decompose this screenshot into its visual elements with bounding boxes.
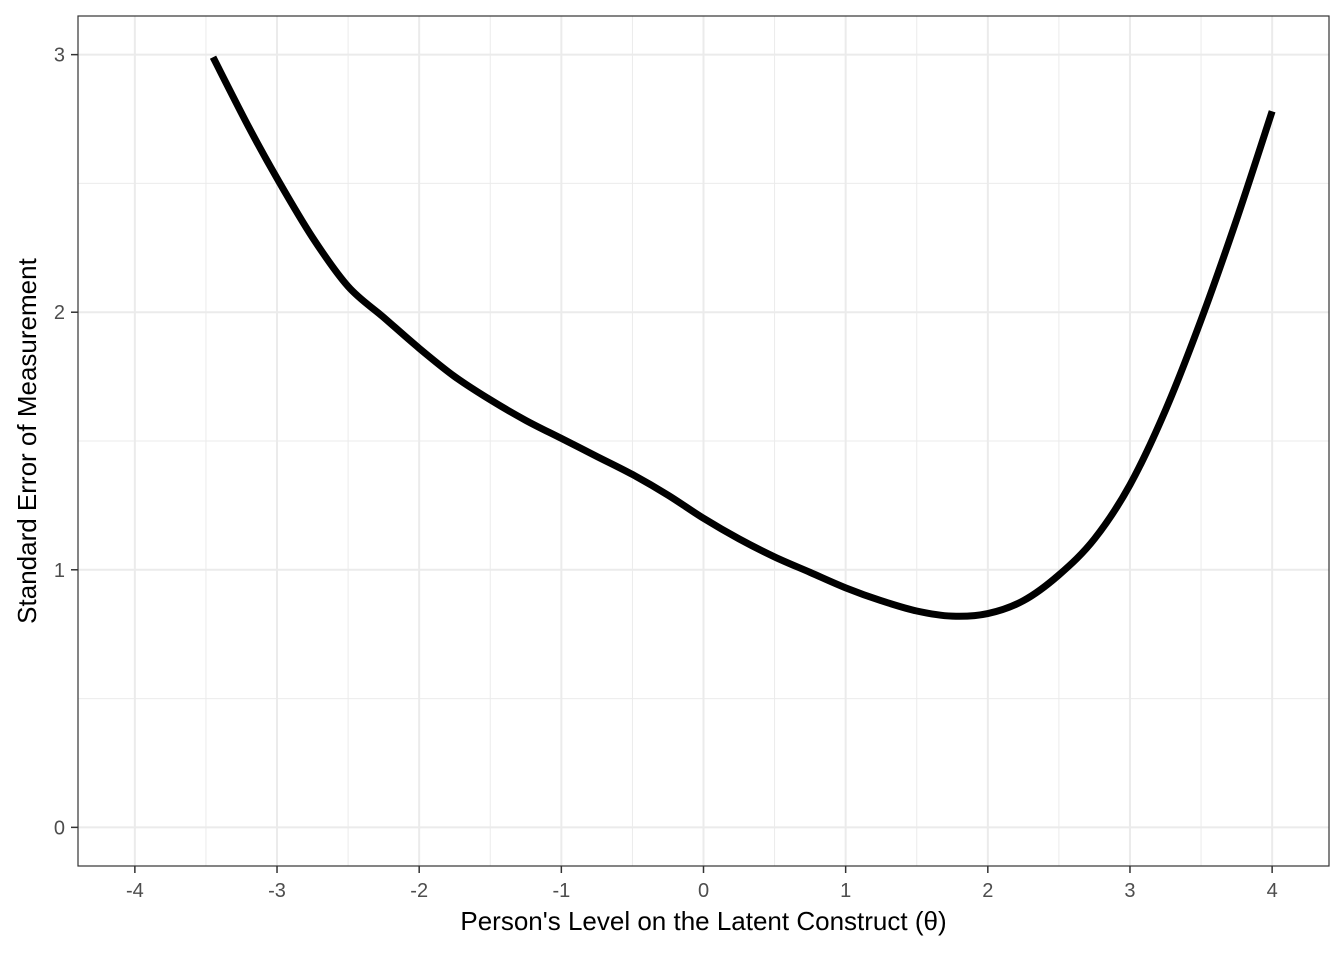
y-tick-label: 0: [54, 817, 65, 839]
major-gridlines: [78, 16, 1329, 866]
x-tick-label: 1: [840, 880, 851, 902]
x-tick-label: 0: [698, 880, 709, 902]
series-layer: [209, 55, 1276, 620]
sem-curve: [209, 55, 1276, 620]
x-tick-label: 2: [982, 880, 993, 902]
x-tick-label: -2: [410, 880, 428, 902]
x-tick-label: -3: [268, 880, 286, 902]
x-tick-label: 4: [1267, 880, 1278, 902]
x-tick-label: 3: [1124, 880, 1135, 902]
y-tick-label: 3: [54, 45, 65, 67]
y-axis: 0 1 2 3: [54, 45, 78, 839]
y-axis-title: Standard Error of Measurement: [12, 257, 42, 623]
x-axis: -4 -3 -2 -1 0 1 2 3 4: [126, 866, 1278, 902]
x-tick-label: -4: [126, 880, 144, 902]
x-tick-label: -1: [552, 880, 570, 902]
y-tick-label: 2: [54, 302, 65, 324]
x-axis-title: Person's Level on the Latent Construct (…: [460, 906, 946, 936]
y-tick-label: 1: [54, 560, 65, 582]
